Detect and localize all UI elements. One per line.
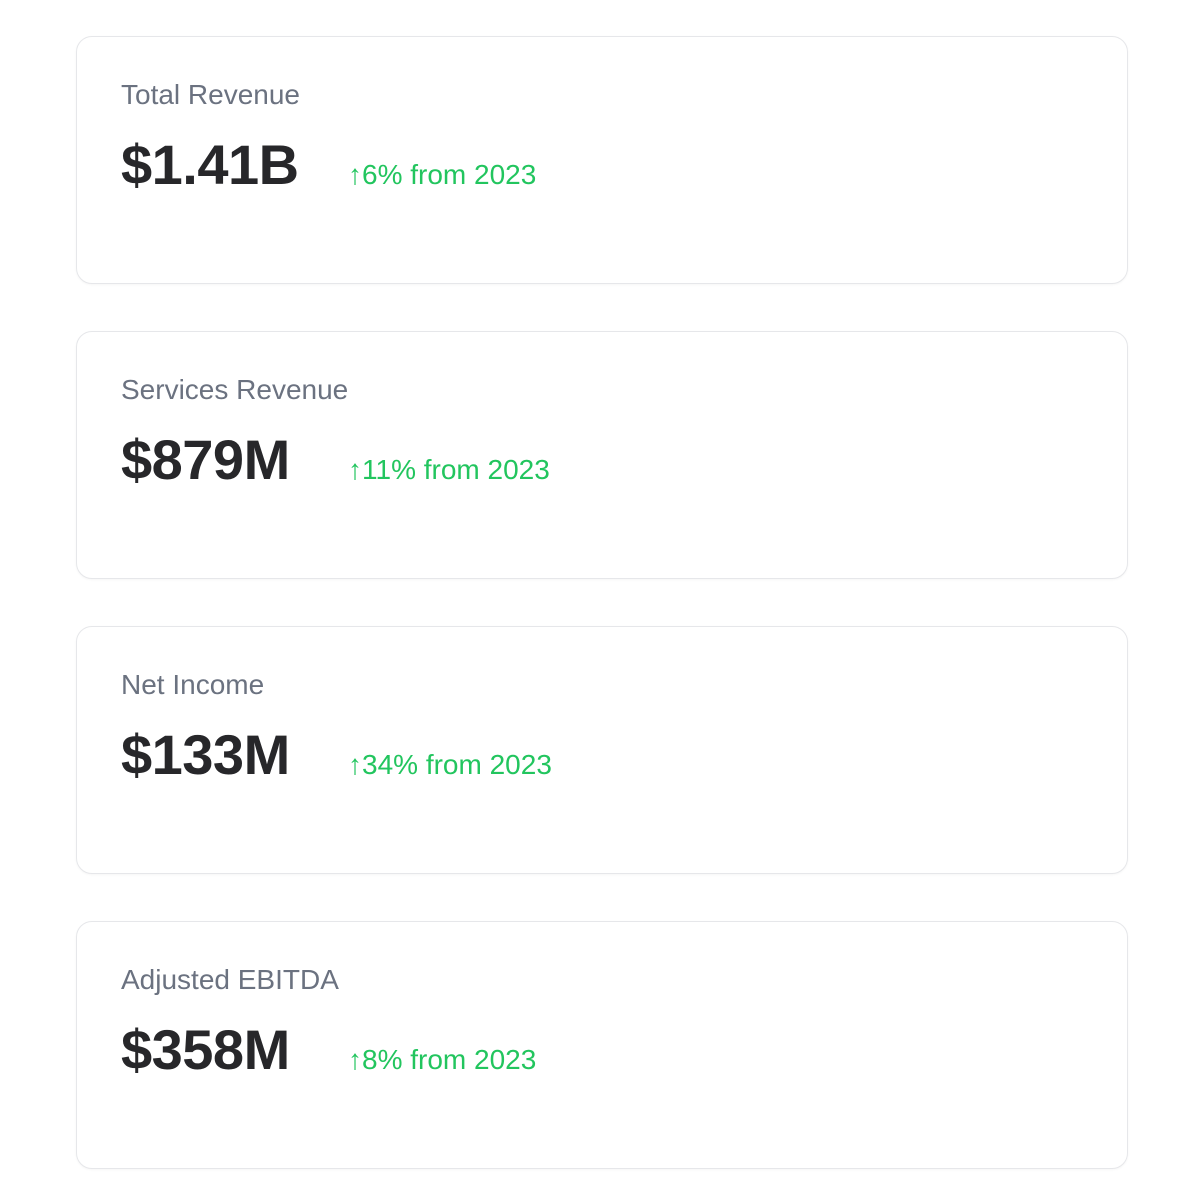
up-arrow-icon: ↑ <box>348 454 362 486</box>
metrics-panel: Total Revenue $1.41B ↑6% from 2023 Servi… <box>76 36 1128 1169</box>
up-arrow-icon: ↑ <box>348 749 362 781</box>
metric-value: $1.41B <box>121 133 299 197</box>
metric-change: ↑11% from 2023 <box>348 453 550 487</box>
up-arrow-icon: ↑ <box>348 159 362 191</box>
metric-card-total-revenue: Total Revenue $1.41B ↑6% from 2023 <box>76 36 1128 284</box>
metric-row: $1.41B ↑6% from 2023 <box>121 133 1083 197</box>
metric-value: $879M <box>121 428 290 492</box>
metric-row: $358M ↑8% from 2023 <box>121 1018 1083 1082</box>
metric-card-net-income: Net Income $133M ↑34% from 2023 <box>76 626 1128 874</box>
metric-change-text: 34% from 2023 <box>362 749 552 781</box>
metric-label: Services Revenue <box>121 374 349 405</box>
metric-label: Total Revenue <box>121 79 301 110</box>
metric-change-text: 11% from 2023 <box>362 454 550 486</box>
metric-value: $358M <box>121 1018 290 1082</box>
metric-label: Net Income <box>121 669 265 700</box>
up-arrow-icon: ↑ <box>348 1044 362 1076</box>
metric-card-services-revenue: Services Revenue $879M ↑11% from 2023 <box>76 331 1128 579</box>
metric-row: $133M ↑34% from 2023 <box>121 723 1083 787</box>
metric-change: ↑8% from 2023 <box>348 1043 536 1077</box>
metric-change: ↑6% from 2023 <box>348 158 536 192</box>
metric-value: $133M <box>121 723 290 787</box>
metric-row: $879M ↑11% from 2023 <box>121 428 1083 492</box>
metric-change-text: 8% from 2023 <box>362 1044 537 1076</box>
metric-change-text: 6% from 2023 <box>362 159 537 191</box>
metric-card-adjusted-ebitda: Adjusted EBITDA $358M ↑8% from 2023 <box>76 921 1128 1169</box>
metric-change: ↑34% from 2023 <box>348 748 552 782</box>
metric-label: Adjusted EBITDA <box>121 964 339 995</box>
